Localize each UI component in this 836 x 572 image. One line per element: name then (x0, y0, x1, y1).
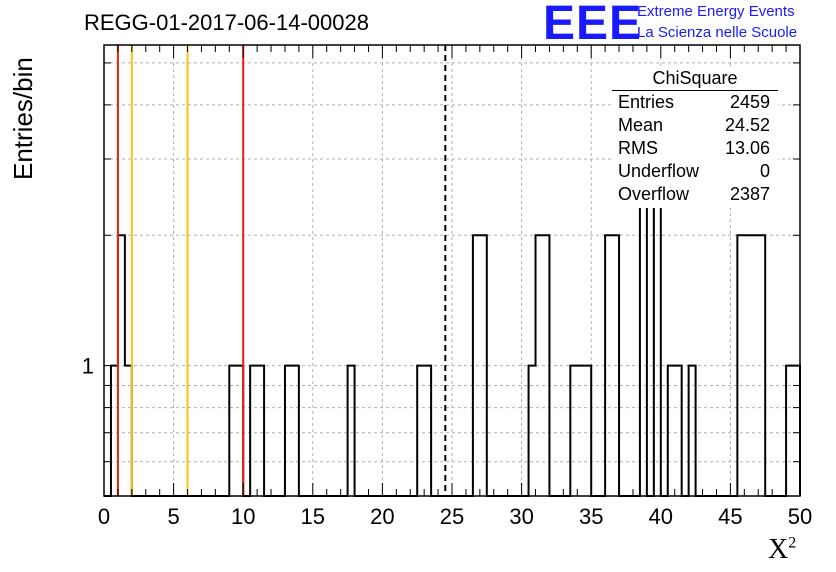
stats-box: ChiSquare Entries 2459 Mean 24.52 RMS 13… (612, 68, 778, 208)
stats-row-mean: Mean 24.52 (618, 115, 770, 138)
stats-row-underflow: Underflow 0 (618, 161, 770, 184)
x-tick-label: 30 (509, 504, 533, 529)
stats-divider (612, 90, 778, 91)
x-tick-label: 25 (440, 504, 464, 529)
stats-label: Underflow (618, 161, 700, 181)
y-tick-label: 1 (82, 354, 94, 379)
x-tick-label: 0 (98, 504, 110, 529)
x-tick-label: 5 (167, 504, 179, 529)
stats-label: RMS (618, 138, 658, 158)
x-tick-label: 15 (301, 504, 325, 529)
stats-label: Overflow (618, 184, 690, 204)
stats-label: Entries (618, 92, 675, 112)
logo-line2: La Scienza nelle Scuole (637, 24, 798, 41)
stats-row-rms: RMS 13.06 (618, 138, 770, 161)
stats-value: 24.52 (724, 115, 770, 135)
eee-logo: EEE Extreme Energy Events La Scienza nel… (543, 0, 833, 50)
x-tick-label: 45 (718, 504, 742, 529)
stats-value: 0 (759, 161, 770, 181)
x-tick-label: 50 (788, 504, 812, 529)
x-tick-label: 20 (370, 504, 394, 529)
stats-value: 2387 (729, 184, 770, 204)
stats-value: 2459 (729, 92, 770, 112)
x-axis-label-sup: 2 (788, 534, 797, 552)
stats-value: 13.06 (724, 138, 770, 158)
chart-title: REGG-01-2017-06-14-00028 (84, 10, 369, 35)
x-axis-label: X2 (768, 534, 796, 566)
x-axis-label-text: X (768, 534, 789, 565)
stats-row-overflow: Overflow 2387 (618, 184, 770, 207)
x-tick-label: 40 (649, 504, 673, 529)
stats-row-entries: Entries 2459 (618, 92, 770, 115)
x-tick-label: 10 (231, 504, 255, 529)
logo-mark: EEE (543, 0, 643, 50)
stats-title: ChiSquare (652, 68, 738, 88)
stats-label: Mean (618, 115, 664, 135)
x-tick-label: 35 (579, 504, 603, 529)
logo-line1: Extreme Energy Events (637, 3, 795, 20)
